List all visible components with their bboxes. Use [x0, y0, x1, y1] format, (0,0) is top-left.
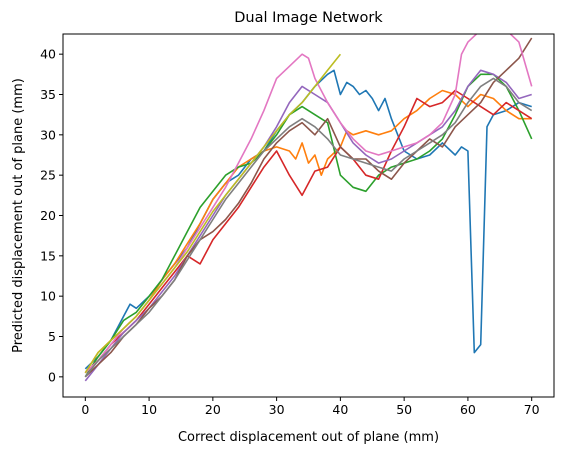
y-axis-ticks: 0 5 10 15 20 25 30 35 40 — [40, 47, 63, 384]
y-tick-label: 0 — [48, 369, 56, 384]
x-tick-label: 60 — [460, 402, 476, 417]
series-line-5 — [84, 69, 532, 382]
y-tick-label: 35 — [40, 87, 56, 102]
y-tick-label: 20 — [40, 208, 56, 223]
chart-title: Dual Image Network — [234, 10, 383, 26]
x-tick-label: 50 — [396, 402, 412, 417]
x-tick-label: 20 — [205, 402, 221, 417]
y-axis-label: Predicted displacement out of plane (mm) — [11, 78, 26, 353]
series-line-4 — [84, 89, 533, 374]
x-tick-label: 70 — [524, 402, 540, 417]
y-tick-label: 10 — [40, 289, 56, 304]
x-tick-label: 40 — [332, 402, 348, 417]
series-group — [84, 34, 533, 382]
y-tick-label: 30 — [40, 127, 56, 142]
x-axis-label: Correct displacement out of plane (mm) — [178, 430, 439, 445]
x-tick-label: 10 — [141, 402, 157, 417]
x-tick-label: 0 — [81, 402, 89, 417]
x-axis-ticks: 0 10 20 30 40 50 60 70 — [81, 397, 540, 417]
y-tick-label: 5 — [48, 329, 56, 344]
series-line-8 — [84, 77, 533, 378]
series-line-9 — [84, 53, 342, 374]
y-tick-label: 40 — [40, 47, 56, 62]
y-tick-label: 25 — [40, 168, 56, 183]
series-line-3 — [84, 73, 533, 378]
y-tick-label: 15 — [40, 248, 56, 263]
x-tick-label: 30 — [269, 402, 285, 417]
series-line-2 — [84, 89, 532, 374]
